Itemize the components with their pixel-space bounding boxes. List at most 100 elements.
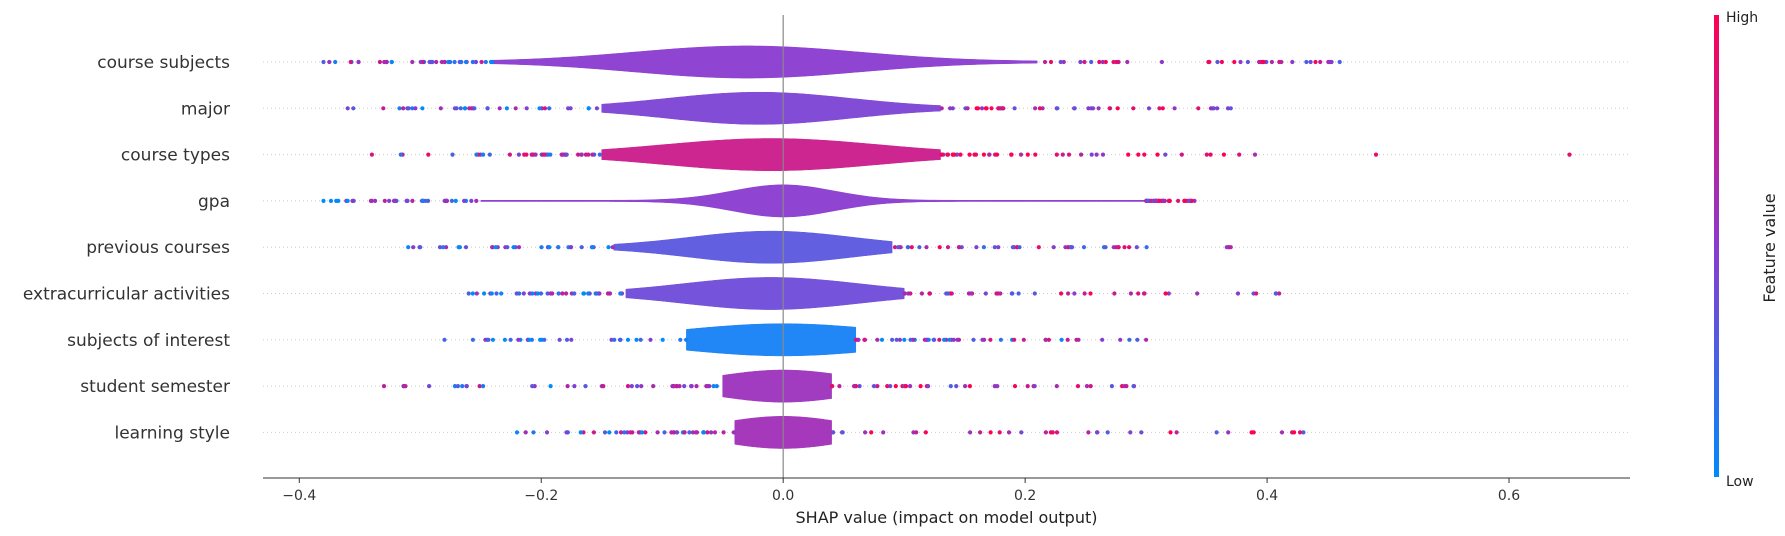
- data-point: [474, 152, 479, 157]
- data-point: [909, 245, 914, 250]
- data-point: [1059, 291, 1064, 296]
- data-point: [535, 291, 540, 296]
- data-point: [1166, 291, 1171, 296]
- data-point: [978, 430, 983, 435]
- data-point: [397, 106, 402, 111]
- data-point: [1076, 337, 1081, 342]
- data-point: [963, 384, 968, 389]
- data-point: [1006, 430, 1012, 435]
- data-point: [1125, 59, 1130, 65]
- data-point: [1146, 106, 1152, 111]
- data-point: [894, 337, 899, 342]
- data-point: [1134, 245, 1139, 250]
- data-point: [1160, 106, 1165, 111]
- data-point: [926, 384, 931, 389]
- data-point: [421, 59, 426, 65]
- data-point: [1214, 430, 1219, 435]
- data-point: [1144, 337, 1149, 342]
- data-point: [923, 430, 928, 435]
- data-point: [458, 106, 463, 111]
- violin-shape: [480, 184, 1147, 218]
- data-point: [731, 430, 736, 435]
- data-point: [705, 430, 710, 435]
- data-point: [1072, 291, 1077, 296]
- data-point: [474, 198, 479, 203]
- data-point: [542, 337, 547, 342]
- data-point: [547, 106, 552, 111]
- data-point: [401, 384, 406, 389]
- data-point: [687, 430, 692, 435]
- data-point: [690, 430, 696, 435]
- data-point: [981, 245, 987, 250]
- data-point: [490, 245, 495, 250]
- data-point: [1227, 245, 1232, 250]
- violin-shape: [601, 91, 941, 125]
- data-point: [439, 59, 444, 65]
- data-point: [1037, 106, 1042, 111]
- data-point: [1105, 430, 1110, 435]
- data-point: [1225, 106, 1231, 111]
- data-point: [1118, 337, 1123, 342]
- data-point: [862, 337, 868, 342]
- feature-label: gpa: [198, 192, 230, 212]
- data-point: [1237, 152, 1242, 157]
- data-point: [387, 198, 392, 203]
- data-point: [579, 245, 584, 250]
- data-point: [917, 245, 922, 250]
- data-point: [1025, 152, 1030, 157]
- data-point: [1163, 152, 1168, 157]
- data-point: [524, 152, 529, 157]
- data-point: [945, 245, 951, 250]
- data-point: [975, 106, 981, 111]
- data-point: [1189, 198, 1194, 203]
- data-point: [992, 384, 997, 389]
- feature-label: extracurricular activities: [23, 285, 230, 305]
- data-point: [983, 291, 988, 296]
- violin-shape: [601, 138, 941, 171]
- data-point: [513, 106, 518, 111]
- data-point: [655, 430, 660, 435]
- data-point: [1251, 430, 1256, 435]
- data-point: [1043, 430, 1048, 435]
- data-point: [1009, 152, 1014, 157]
- data-point: [557, 337, 562, 342]
- data-point: [956, 337, 962, 342]
- data-point: [1204, 152, 1209, 157]
- data-point: [345, 106, 350, 111]
- data-point: [566, 106, 571, 111]
- data-point: [569, 337, 574, 342]
- data-point: [548, 152, 553, 157]
- data-point: [987, 152, 992, 157]
- data-point: [1096, 106, 1101, 111]
- data-point: [947, 337, 952, 342]
- data-point: [1127, 337, 1132, 342]
- data-point: [924, 245, 929, 250]
- data-point: [494, 291, 499, 296]
- data-point: [1131, 106, 1136, 111]
- data-point: [469, 198, 474, 203]
- outlier-point: [1373, 152, 1379, 157]
- data-point: [622, 430, 627, 435]
- data-point: [369, 152, 374, 157]
- data-point: [356, 59, 361, 65]
- data-point: [1025, 384, 1030, 389]
- data-point: [1058, 59, 1063, 65]
- data-point: [448, 59, 453, 65]
- data-point: [488, 59, 494, 65]
- data-point: [561, 152, 566, 157]
- data-point: [452, 384, 458, 389]
- data-point: [523, 430, 528, 435]
- data-point: [482, 291, 487, 296]
- data-point: [351, 106, 356, 111]
- data-point: [410, 106, 415, 111]
- data-point: [533, 152, 538, 157]
- data-point: [1055, 106, 1060, 111]
- data-point: [1208, 106, 1213, 111]
- data-point: [505, 245, 510, 250]
- data-point: [607, 430, 612, 435]
- data-point: [466, 291, 471, 296]
- data-point: [1033, 152, 1038, 157]
- data-point: [1084, 384, 1090, 389]
- data-point: [948, 384, 953, 389]
- colorbar-low-label: Low: [1726, 474, 1754, 490]
